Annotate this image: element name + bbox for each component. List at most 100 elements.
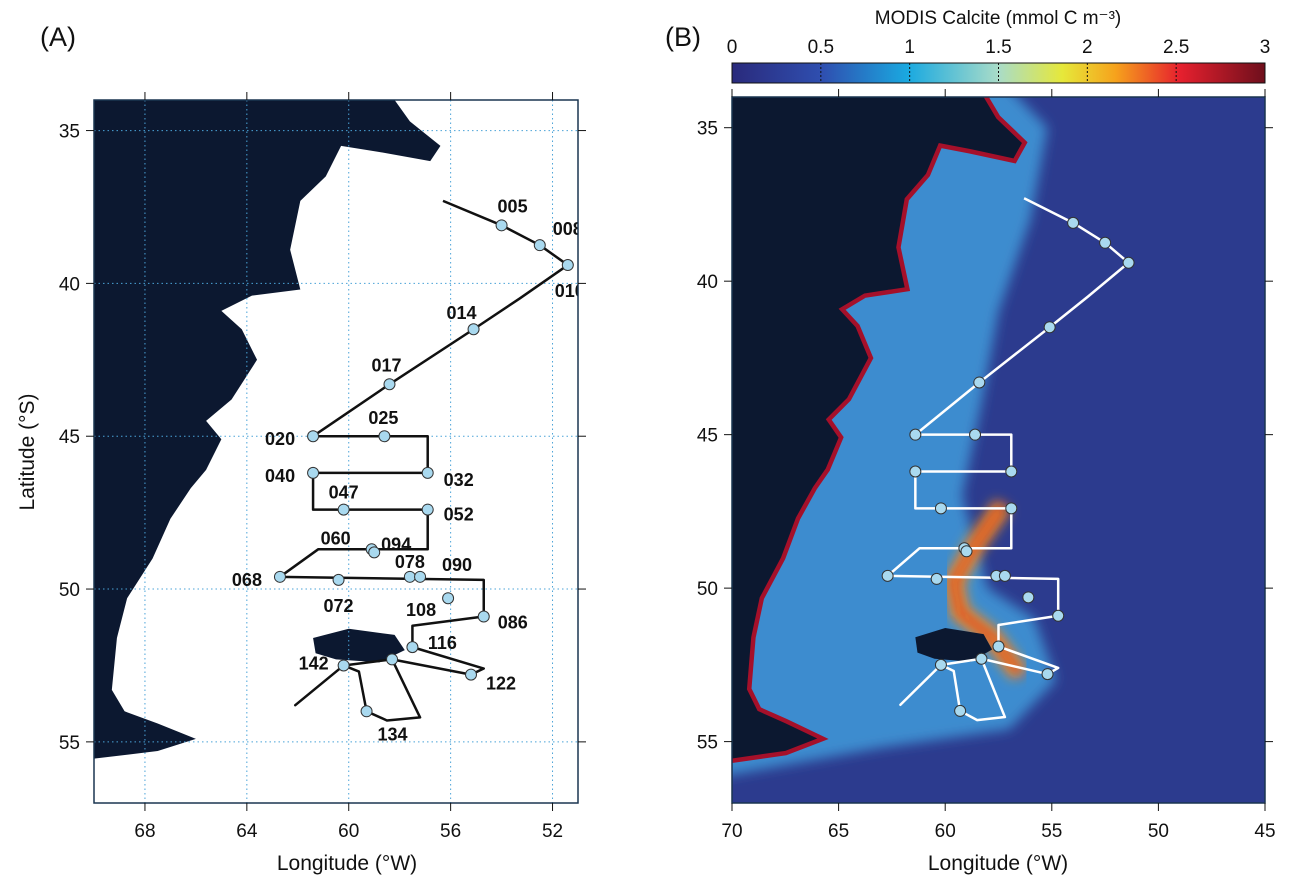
station [361,706,372,717]
colorbar-tick-label: 2 [1082,37,1093,58]
y-tick-label: 55 [59,733,80,754]
colorbar-tick-label: 1 [904,37,915,58]
y-tick-label: 45 [697,426,718,447]
colorbar-tick-label: 1.5 [985,37,1011,58]
station [338,660,349,671]
station [882,570,893,581]
colorbar-tick-label: 0.5 [808,37,834,58]
station [466,669,477,680]
station-label: 142 [299,653,329,673]
station-label: 116 [428,633,457,653]
station [974,377,985,388]
x-tick-label: 64 [236,821,258,842]
colorbar-tick-label: 0 [727,37,738,58]
station [333,574,344,585]
station-label: 010 [555,281,585,301]
y-tick-label: 50 [697,579,718,600]
station-label: 122 [486,674,516,694]
station-label: 078 [395,552,425,572]
station [369,547,380,558]
station [935,659,946,670]
colorbar-tick-label: 3 [1260,37,1271,58]
x-tick-label: 60 [935,821,956,842]
x-tick-label: 45 [1254,821,1275,842]
station [961,546,972,557]
x-axis-label: Longitude (°W) [928,852,1068,875]
station [976,653,987,664]
y-tick-label: 35 [59,122,80,143]
station-label: 005 [498,196,528,216]
y-tick-label: 40 [59,274,80,295]
y-tick-label: 40 [697,272,718,293]
station [1053,610,1064,621]
station [993,641,1004,652]
station-label: 086 [498,613,528,633]
station [338,504,349,515]
colorbar-title: MODIS Calcite (mmol C m⁻³) [875,8,1121,29]
station [384,379,395,390]
x-tick-label: 60 [338,821,359,842]
x-tick-label: 50 [1148,821,1169,842]
station [1068,217,1079,228]
station-label: 032 [444,470,474,490]
station [1042,669,1053,680]
station-label: 134 [378,724,408,744]
station-label: 014 [447,303,477,323]
station [935,503,946,514]
station [422,504,433,515]
x-tick-label: 65 [828,821,849,842]
station-label: 090 [442,555,472,575]
station [931,573,942,584]
panel-label: (A) [40,22,76,52]
panel-label: (B) [665,22,701,52]
y-tick-label: 45 [59,427,80,448]
station [387,654,398,665]
station-label: 072 [324,596,354,616]
station [496,220,507,231]
station [910,429,921,440]
station [308,467,319,478]
station [970,429,981,440]
station [1123,257,1134,268]
x-tick-label: 55 [1041,821,1062,842]
station-label: 047 [329,483,359,503]
x-axis-label: Longitude (°W) [277,852,417,875]
colorbar-tick-label: 2.5 [1163,37,1189,58]
station [404,571,415,582]
station [562,260,573,271]
y-tick-label: 50 [59,580,80,601]
y-tick-label: 35 [697,119,718,140]
station-label: 020 [265,429,295,449]
station-label: 025 [368,408,398,428]
station-label: 108 [406,600,436,620]
map-b [711,66,1265,803]
station-label: 052 [444,505,474,525]
station [308,431,319,442]
y-axis-label: Latitude (°S) [16,394,39,511]
figure: (A) (B) Longitude (°W) Longitude (°W) La… [0,0,1290,880]
x-tick-label: 56 [440,821,461,842]
station [1023,592,1034,603]
station [478,611,489,622]
station [955,705,966,716]
station-label: 017 [371,355,401,375]
station [468,324,479,335]
station [1100,237,1111,248]
station-label: 040 [265,466,295,486]
station [274,571,285,582]
station [379,431,390,442]
station [1044,322,1055,333]
station [443,593,454,604]
station [407,642,418,653]
station-label: 068 [232,570,262,590]
station [1006,466,1017,477]
station [1006,503,1017,514]
x-tick-label: 68 [134,821,155,842]
station-label: 060 [321,528,351,548]
y-tick-label: 55 [697,733,718,754]
x-tick-label: 70 [721,821,742,842]
x-tick-label: 52 [542,821,563,842]
station [534,240,545,251]
station [999,570,1010,581]
